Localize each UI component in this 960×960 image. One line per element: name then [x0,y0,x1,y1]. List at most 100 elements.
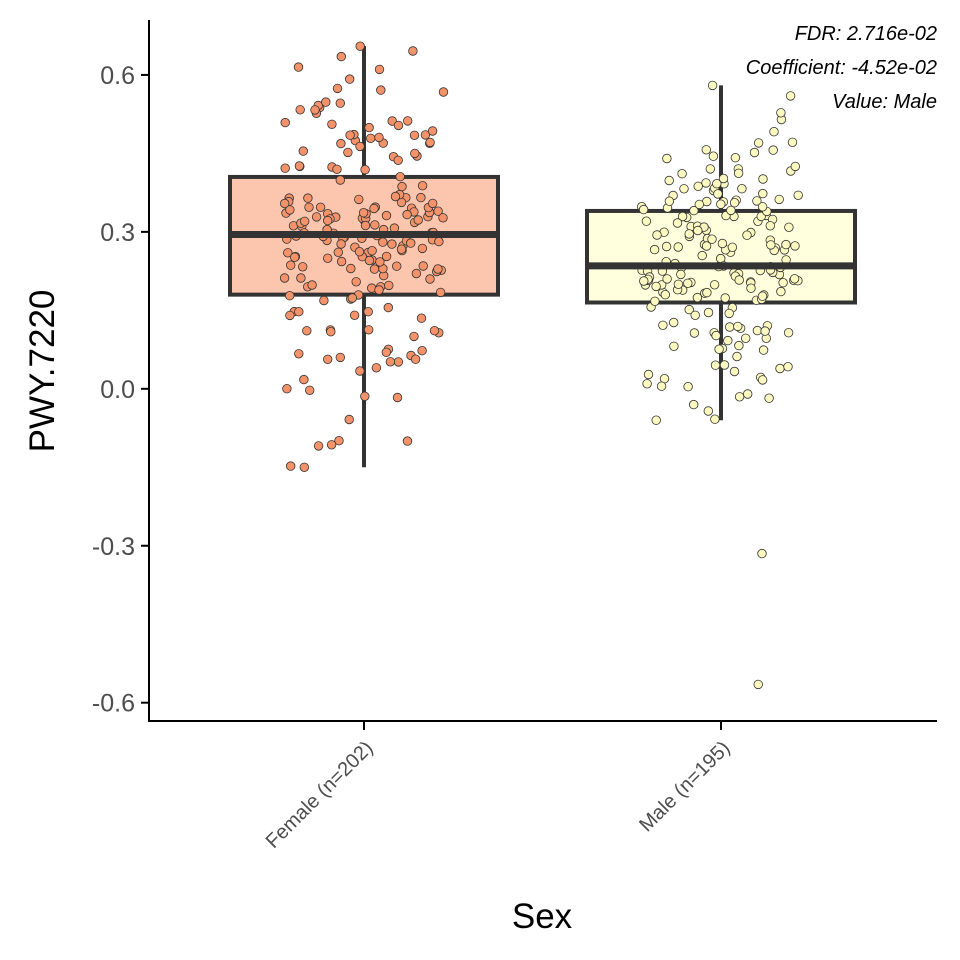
data-point [652,230,662,240]
data-point [381,347,392,358]
data-point [769,126,779,137]
data-point [360,391,370,402]
data-point [673,242,683,252]
data-point [673,279,684,290]
y-tick-label: 0.0 [100,376,135,404]
data-point [383,302,394,313]
data-point [393,155,403,166]
data-point [326,327,336,337]
data-point [360,220,371,231]
data-point [711,330,721,341]
data-point [326,440,337,450]
data-point [638,204,649,215]
data-point [409,331,419,342]
data-point [336,138,346,149]
data-point [402,436,413,446]
data-point [716,199,726,209]
data-point [660,290,671,300]
data-point [307,280,317,290]
data-point [416,192,426,203]
data-point [760,326,770,336]
data-point [707,80,718,91]
data-point [387,116,397,126]
data-point [402,209,412,220]
y-tick-label: -0.6 [92,690,135,718]
data-point [764,393,774,403]
data-point [417,180,428,191]
data-point [753,679,763,690]
data-point [369,264,380,274]
data-point [333,247,344,258]
data-point [358,207,369,218]
data-point [707,234,717,244]
data-point [327,119,337,130]
data-point [701,145,712,155]
y-tick-label: 0.6 [100,62,135,90]
box-group-1 [585,85,857,421]
data-point [757,375,768,385]
data-point [651,415,661,425]
data-point [734,340,744,351]
data-point [279,273,290,283]
data-point [369,203,379,214]
data-point [334,436,344,446]
data-point [323,354,333,365]
data-point [734,392,745,402]
data-point [294,161,305,171]
data-point [690,310,700,321]
data-point [417,243,428,254]
data-point [776,108,786,118]
data-point [413,215,423,225]
data-point [366,133,376,144]
data-point [642,379,652,389]
data-point [286,461,296,471]
data-point [418,261,428,271]
data-point [433,206,443,216]
data-point [336,256,347,267]
data-point [335,175,346,185]
data-point [363,307,373,317]
data-point [385,357,396,367]
annotation-coefficient: Coefficient: -4.52e-02 [746,57,937,79]
data-point [664,196,675,206]
data-point [336,239,346,249]
data-point [351,277,361,287]
y-tick-label: 0.3 [100,219,135,247]
data-point [390,191,401,202]
data-point [741,333,751,344]
data-point [787,137,798,148]
x-axis-title: Sex [512,897,573,936]
data-point [752,196,762,206]
data-point [639,276,649,286]
data-point [712,178,722,189]
data-point [729,197,740,208]
data-point [662,153,672,164]
data-point [429,326,440,336]
data-point [410,354,421,364]
data-point [283,248,293,258]
data-point [393,357,404,367]
data-point [781,239,791,250]
data-point [319,295,329,306]
data-point [410,148,420,159]
data-point [345,130,355,140]
data-point [294,307,304,317]
data-point [714,344,724,354]
data-point [285,291,295,301]
data-point [757,202,768,212]
data-point [766,240,776,250]
data-point [703,406,714,416]
data-point [758,174,768,184]
data-point [768,145,778,155]
data-point [375,257,385,267]
data-point [776,286,786,297]
data-point [323,253,333,263]
annotation-value: Value: Male [832,91,937,113]
data-point [733,321,743,332]
data-point [336,51,347,62]
y-axis-title: PWY.7220 [23,290,62,453]
data-point [381,251,392,262]
data-point [296,273,306,283]
